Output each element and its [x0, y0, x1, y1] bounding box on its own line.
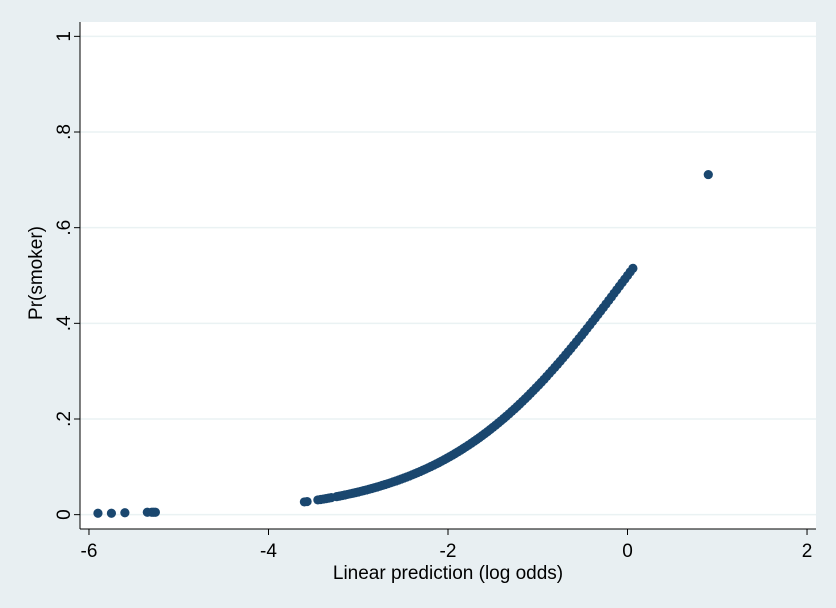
y-tick-label: .4	[54, 315, 75, 331]
axes: 0 .2 .4 .6 .8 1 -6 -4 -2 0 2	[54, 22, 816, 562]
x-tick-label: 2	[802, 541, 813, 562]
y-tick-label: 1	[54, 31, 75, 42]
data-point	[93, 508, 103, 518]
data-points	[93, 169, 713, 518]
x-tick-label: -6	[81, 541, 98, 562]
data-point	[150, 507, 160, 517]
grid-lines	[80, 35, 816, 516]
plot-area	[80, 22, 816, 529]
x-tick-label: 0	[622, 541, 633, 562]
x-tick-label: -4	[260, 541, 277, 562]
y-axis-title: Pr(smoker)	[26, 226, 47, 320]
x-tick-label: -2	[440, 541, 457, 562]
data-point	[120, 508, 130, 518]
data-point	[106, 508, 117, 518]
y-tick-label: .2	[54, 411, 75, 427]
x-axis-title: Linear prediction (log odds)	[333, 563, 563, 584]
data-point	[703, 169, 713, 180]
y-tick-label: 0	[54, 509, 75, 520]
data-point	[628, 263, 638, 273]
y-tick-label: .8	[54, 124, 75, 140]
y-tick-label: .6	[54, 220, 75, 236]
data-point	[302, 496, 312, 507]
